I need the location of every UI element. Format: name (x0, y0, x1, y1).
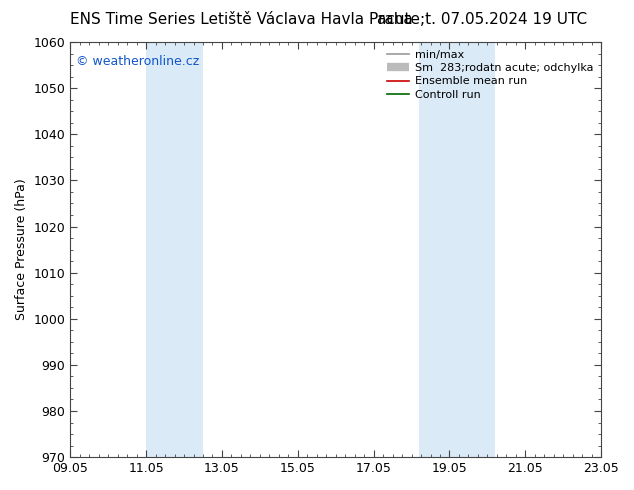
Bar (419, 42, 495, 457)
Text: ENS Time Series Letiště Václava Havla Praha: ENS Time Series Letiště Václava Havla Pr… (70, 12, 412, 27)
Bar (146, 42, 203, 457)
Y-axis label: Surface Pressure (hPa): Surface Pressure (hPa) (15, 179, 28, 320)
Text: acute;t. 07.05.2024 19 UTC: acute;t. 07.05.2024 19 UTC (377, 12, 587, 27)
Legend: min/max, Sm  283;rodatn acute; odchylka, Ensemble mean run, Controll run: min/max, Sm 283;rodatn acute; odchylka, … (383, 46, 598, 104)
Text: © weatheronline.cz: © weatheronline.cz (75, 54, 199, 68)
